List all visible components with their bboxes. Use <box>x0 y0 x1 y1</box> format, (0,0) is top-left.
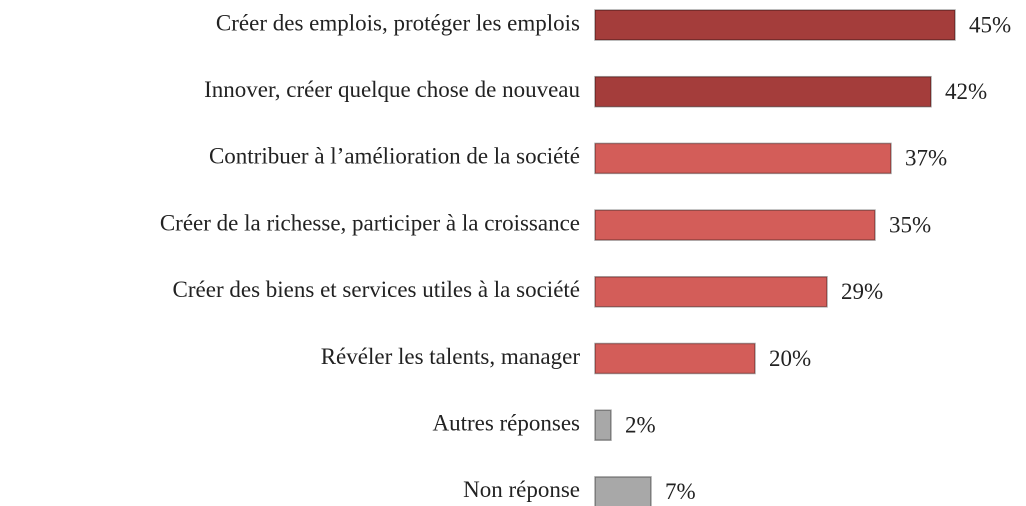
bar <box>594 476 652 506</box>
category-label: Révéler les talents, manager <box>321 344 581 369</box>
category-label: Contribuer à l’amélioration de la sociét… <box>209 144 580 169</box>
bar <box>594 276 828 308</box>
value-label: 2% <box>625 412 656 437</box>
value-label: 7% <box>665 479 696 504</box>
value-label: 35% <box>889 212 931 237</box>
value-label: 37% <box>905 146 947 171</box>
bar <box>594 75 932 108</box>
bar <box>594 142 892 175</box>
category-label: Créer de la richesse, participer à la cr… <box>160 210 580 235</box>
category-label: Non réponse <box>463 477 580 502</box>
category-label: Créer des biens et services utiles à la … <box>173 277 580 302</box>
bar <box>594 409 612 441</box>
bar <box>594 342 756 375</box>
category-label: Innover, créer quelque chose de nouveau <box>204 77 580 102</box>
value-label: 42% <box>945 79 987 104</box>
bar <box>594 209 876 241</box>
bar <box>594 9 956 41</box>
value-label: 29% <box>841 279 883 304</box>
value-label: 45% <box>969 12 1011 37</box>
value-label: 20% <box>769 346 811 371</box>
category-label: Créer des emplois, protéger les emplois <box>216 10 580 35</box>
category-label: Autres réponses <box>432 410 580 435</box>
